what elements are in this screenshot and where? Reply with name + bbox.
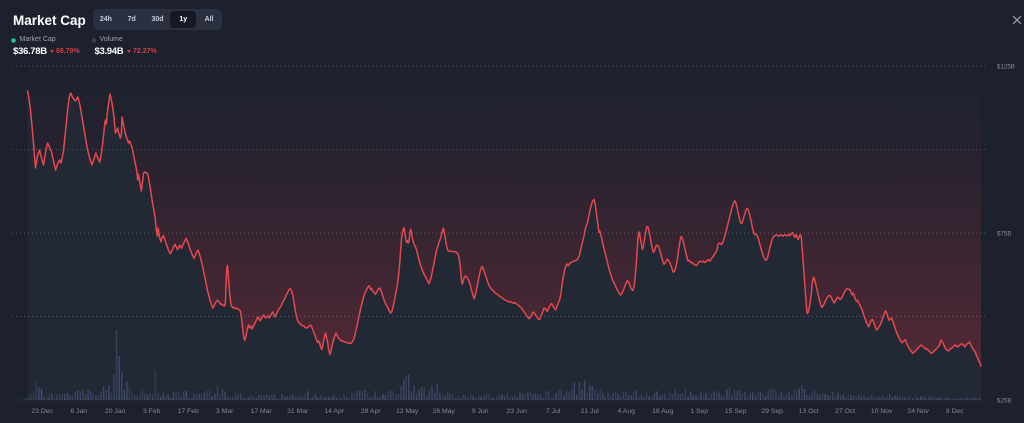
svg-text:7 Jul: 7 Jul <box>546 408 561 415</box>
svg-text:21 Jul: 21 Jul <box>581 408 600 415</box>
svg-text:17 Feb: 17 Feb <box>178 408 199 415</box>
svg-text:14 Apr: 14 Apr <box>324 408 344 415</box>
svg-text:$25B: $25B <box>997 398 1011 405</box>
svg-text:1 Sep: 1 Sep <box>690 408 708 415</box>
svg-text:15 Sep: 15 Sep <box>725 408 747 415</box>
svg-text:26 May: 26 May <box>433 408 456 415</box>
svg-text:9 Jun: 9 Jun <box>472 408 489 415</box>
svg-text:28 Apr: 28 Apr <box>361 408 381 415</box>
svg-text:4 Aug: 4 Aug <box>618 408 636 415</box>
svg-text:23 Dec: 23 Dec <box>31 408 53 415</box>
svg-text:6 Jan: 6 Jan <box>70 408 87 415</box>
svg-text:8 Dec: 8 Dec <box>946 408 964 415</box>
svg-text:$75B: $75B <box>997 231 1011 238</box>
svg-text:$125B: $125B <box>997 64 1015 71</box>
svg-text:13 Oct: 13 Oct <box>799 408 819 415</box>
svg-text:20 Jan: 20 Jan <box>105 408 126 415</box>
svg-text:31 Mar: 31 Mar <box>287 408 309 415</box>
svg-text:18 Aug: 18 Aug <box>652 408 673 415</box>
svg-text:3 Mar: 3 Mar <box>216 408 234 415</box>
svg-text:17 Mar: 17 Mar <box>251 408 273 415</box>
svg-text:12 May: 12 May <box>396 408 419 415</box>
svg-text:29 Sep: 29 Sep <box>761 408 783 415</box>
svg-text:10 Nov: 10 Nov <box>871 408 893 415</box>
svg-text:23 Jun: 23 Jun <box>506 408 527 415</box>
svg-text:3 Feb: 3 Feb <box>143 408 161 415</box>
svg-text:24 Nov: 24 Nov <box>907 408 929 415</box>
svg-text:27 Oct: 27 Oct <box>835 408 855 415</box>
